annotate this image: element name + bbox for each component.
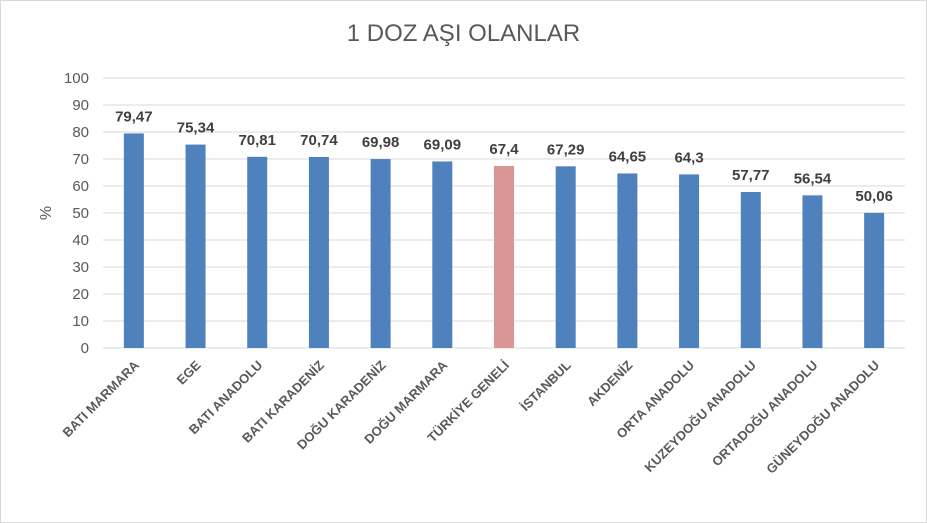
data-label: 67,29 bbox=[547, 141, 585, 158]
data-label: 79,47 bbox=[115, 108, 153, 125]
category-label: KUZEYDOĞU ANADOLU bbox=[641, 358, 759, 476]
bar bbox=[802, 195, 823, 348]
category-label: BATI MARMARA bbox=[60, 357, 143, 440]
y-tick-label: 90 bbox=[72, 97, 89, 114]
data-label: 67,4 bbox=[489, 141, 519, 158]
y-tick-label: 70 bbox=[72, 151, 89, 168]
data-label: 50,06 bbox=[855, 188, 893, 205]
bar bbox=[740, 192, 761, 348]
y-tick-label: 80 bbox=[72, 124, 89, 141]
y-tick-label: 10 bbox=[72, 313, 89, 330]
bar bbox=[247, 156, 268, 348]
bar bbox=[864, 212, 885, 348]
y-axis-label: % bbox=[38, 206, 55, 220]
chart-title: 1 DOZ AŞI OLANLAR bbox=[346, 20, 581, 47]
data-label: 75,34 bbox=[177, 120, 215, 137]
bar bbox=[617, 173, 638, 348]
bar bbox=[494, 166, 514, 348]
y-tick-label: 60 bbox=[72, 178, 89, 195]
data-label: 69,09 bbox=[424, 136, 462, 153]
category-label: ORTADOĞU ANADOLU bbox=[709, 358, 821, 470]
bar bbox=[308, 157, 329, 348]
category-label: İSTANBUL bbox=[517, 357, 573, 413]
category-label: EGE bbox=[174, 357, 204, 387]
data-label: 70,74 bbox=[300, 132, 338, 149]
category-label: AKDENİZ bbox=[584, 357, 636, 409]
y-tick-label: 100 bbox=[64, 70, 89, 87]
bar bbox=[555, 166, 576, 348]
data-label: 56,54 bbox=[794, 170, 832, 187]
data-label: 69,98 bbox=[362, 134, 400, 151]
bar bbox=[370, 159, 391, 348]
y-tick-label: 50 bbox=[72, 205, 89, 222]
data-label: 64,65 bbox=[609, 148, 647, 165]
category-label: GÜNEYDOĞU ANADOLU bbox=[763, 358, 882, 477]
y-tick-label: 30 bbox=[72, 259, 89, 276]
bar bbox=[432, 161, 453, 348]
data-label: 64,3 bbox=[674, 149, 703, 166]
bar bbox=[185, 144, 206, 348]
y-tick-label: 20 bbox=[72, 286, 89, 303]
y-tick-label: 40 bbox=[72, 232, 89, 249]
bar bbox=[123, 133, 144, 348]
data-label: 70,81 bbox=[238, 132, 276, 149]
y-tick-label: 0 bbox=[81, 340, 89, 357]
data-label: 57,77 bbox=[732, 167, 770, 184]
bar bbox=[679, 174, 700, 348]
